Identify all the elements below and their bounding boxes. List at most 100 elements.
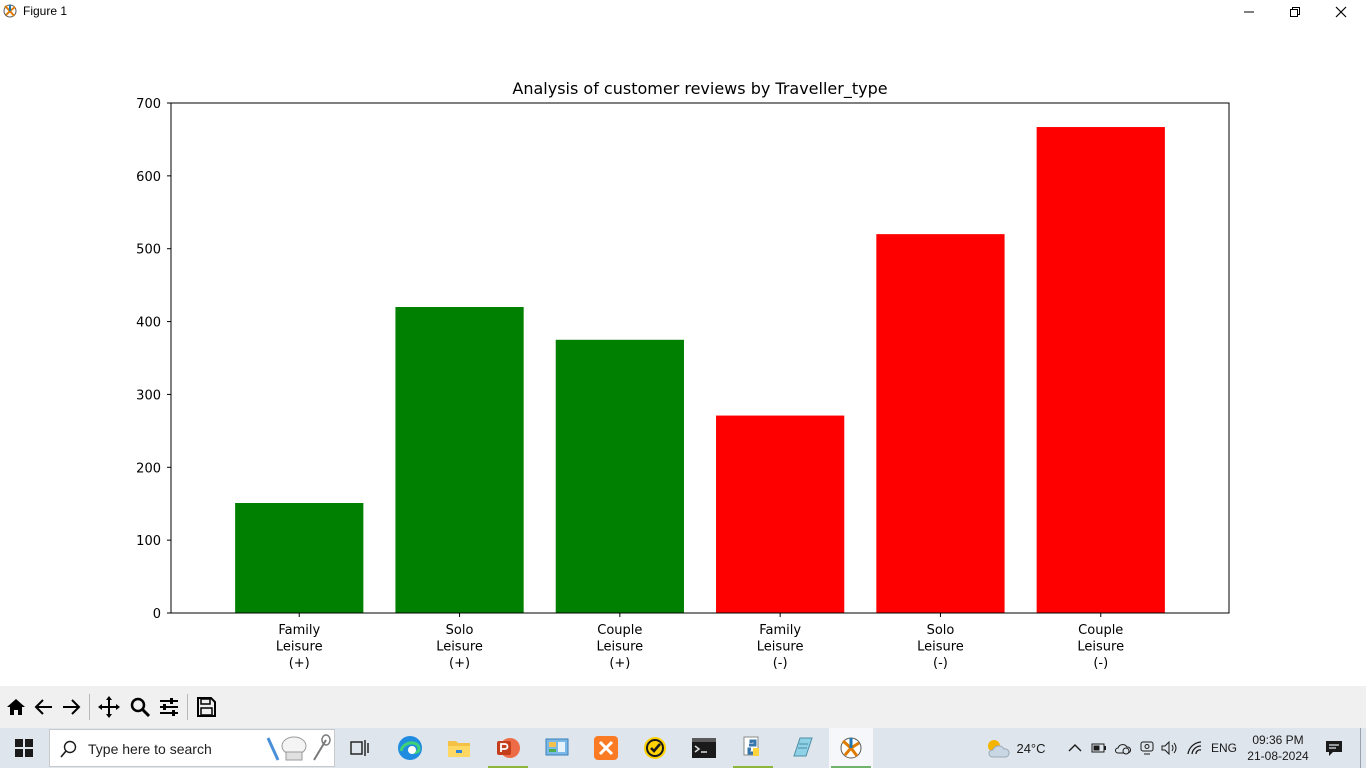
meet-now-button[interactable] xyxy=(1136,728,1158,768)
search-icon xyxy=(60,740,77,758)
zoom-button[interactable] xyxy=(127,694,153,720)
webcam-icon xyxy=(1140,741,1154,755)
chevron-up-icon xyxy=(1068,744,1082,752)
running-indicator xyxy=(831,766,871,768)
save-button[interactable] xyxy=(193,694,219,720)
home-button[interactable] xyxy=(3,694,29,720)
clock-time: 09:36 PM xyxy=(1252,733,1304,747)
taskbar-app-python[interactable] xyxy=(731,728,775,768)
norton-icon xyxy=(644,737,666,759)
y-tick-label: 400 xyxy=(136,316,161,331)
navigation-toolbar xyxy=(0,686,1366,728)
window-title: Figure 1 xyxy=(23,4,68,18)
restore-icon xyxy=(1290,7,1300,17)
xampp-icon xyxy=(594,736,618,760)
running-indicator xyxy=(488,766,528,768)
search-placeholder: Type here to search xyxy=(88,741,212,757)
title-bar[interactable]: Figure 1 xyxy=(0,0,1366,24)
configure-subplots-icon xyxy=(160,698,178,716)
taskbar-app-edge[interactable] xyxy=(388,728,432,768)
taskbar-app-powerpoint[interactable] xyxy=(486,728,530,768)
weather-widget[interactable]: 24°C xyxy=(980,728,1050,768)
taskbar-search-box[interactable]: Type here to search xyxy=(49,729,335,767)
x-tick-label: Family Leisure (+) xyxy=(276,623,323,671)
y-tick-label: 700 xyxy=(136,97,161,112)
pan-button[interactable] xyxy=(96,694,122,720)
matplotlib-figure-icon xyxy=(840,737,862,759)
notification-icon xyxy=(1326,741,1342,756)
cloud-sync-icon xyxy=(1115,744,1132,755)
start-button[interactable] xyxy=(0,728,48,768)
taskbar-app-terminal[interactable] xyxy=(682,728,726,768)
bar xyxy=(395,307,524,613)
notepad-icon xyxy=(793,737,813,757)
speaker-icon xyxy=(1161,741,1177,755)
powerpoint-icon xyxy=(497,738,520,758)
battery-button[interactable] xyxy=(1088,728,1110,768)
configure-subplots-button[interactable] xyxy=(156,694,182,720)
file-explorer-icon xyxy=(448,741,470,757)
weather-temperature: 24°C xyxy=(1016,740,1046,756)
zoom-icon xyxy=(130,697,151,718)
chart-title: Analysis of customer reviews by Travelle… xyxy=(512,79,887,99)
plot-frame xyxy=(170,102,1230,614)
toolbar-separator xyxy=(187,694,188,720)
bar-chart: Analysis of customer reviews by Travelle… xyxy=(136,79,1230,671)
show-desktop-button[interactable] xyxy=(1360,728,1361,768)
wifi-icon xyxy=(1187,741,1202,755)
terminal-icon xyxy=(692,738,716,758)
system-clock[interactable]: 09:36 PM 21-08-2024 xyxy=(1240,732,1316,764)
bar xyxy=(235,502,364,613)
forward-button[interactable] xyxy=(58,694,84,720)
minimize-button[interactable] xyxy=(1226,0,1272,24)
windows-taskbar: Type here to search xyxy=(0,728,1366,768)
taskbar-app-control-panel[interactable] xyxy=(535,728,579,768)
taskbar-app-notepad[interactable] xyxy=(780,728,824,768)
notification-center-button[interactable] xyxy=(1320,728,1348,768)
x-tick-label: Solo Leisure (-) xyxy=(917,623,964,671)
matplotlib-app-icon xyxy=(3,4,17,18)
y-tick-label: 0 xyxy=(153,607,161,622)
y-tick-label: 600 xyxy=(136,170,161,185)
taskbar-app-norton[interactable] xyxy=(633,728,677,768)
volume-button[interactable] xyxy=(1159,728,1181,768)
home-icon xyxy=(7,699,25,715)
taskbar-app-file-explorer[interactable] xyxy=(437,728,481,768)
x-tick-label: Family Leisure (-) xyxy=(757,623,804,671)
task-view-button[interactable] xyxy=(338,728,382,768)
figure-window: Figure 1 Analysis of customer reviews by… xyxy=(0,0,1366,728)
pan-icon xyxy=(98,696,120,718)
save-icon xyxy=(197,697,216,717)
search-highlight-chef-icon xyxy=(266,734,331,761)
y-tick-label: 200 xyxy=(136,461,161,476)
close-button[interactable] xyxy=(1318,0,1364,24)
bar xyxy=(876,234,1005,613)
bar xyxy=(1036,127,1165,614)
bar xyxy=(555,339,684,613)
back-icon xyxy=(34,699,52,715)
toolbar-separator xyxy=(89,694,90,720)
minimize-icon xyxy=(1244,11,1254,13)
control-panel-icon xyxy=(545,738,569,756)
back-button[interactable] xyxy=(31,694,57,720)
forward-icon xyxy=(63,699,81,715)
taskbar-app-matplotlib-figure[interactable] xyxy=(829,728,873,768)
onedrive-button[interactable] xyxy=(1112,728,1134,768)
task-view-icon xyxy=(350,740,369,756)
edge-icon xyxy=(398,736,422,760)
python-icon xyxy=(743,736,759,756)
windows-logo-icon xyxy=(15,739,33,757)
language-label: ENG xyxy=(1210,741,1237,755)
show-hidden-icons-button[interactable] xyxy=(1064,728,1086,768)
x-tick-label: Couple Leisure (-) xyxy=(1077,623,1124,671)
taskbar-app-xampp[interactable] xyxy=(584,728,628,768)
clock-date: 21-08-2024 xyxy=(1247,749,1309,763)
network-button[interactable] xyxy=(1184,728,1206,768)
y-tick-label: 500 xyxy=(136,243,161,258)
restore-button[interactable] xyxy=(1272,0,1318,24)
y-tick-label: 100 xyxy=(136,534,161,549)
close-icon xyxy=(1335,6,1347,18)
bar xyxy=(716,415,845,613)
language-indicator[interactable]: ENG xyxy=(1208,728,1240,768)
x-tick-label: Couple Leisure (+) xyxy=(596,623,643,671)
